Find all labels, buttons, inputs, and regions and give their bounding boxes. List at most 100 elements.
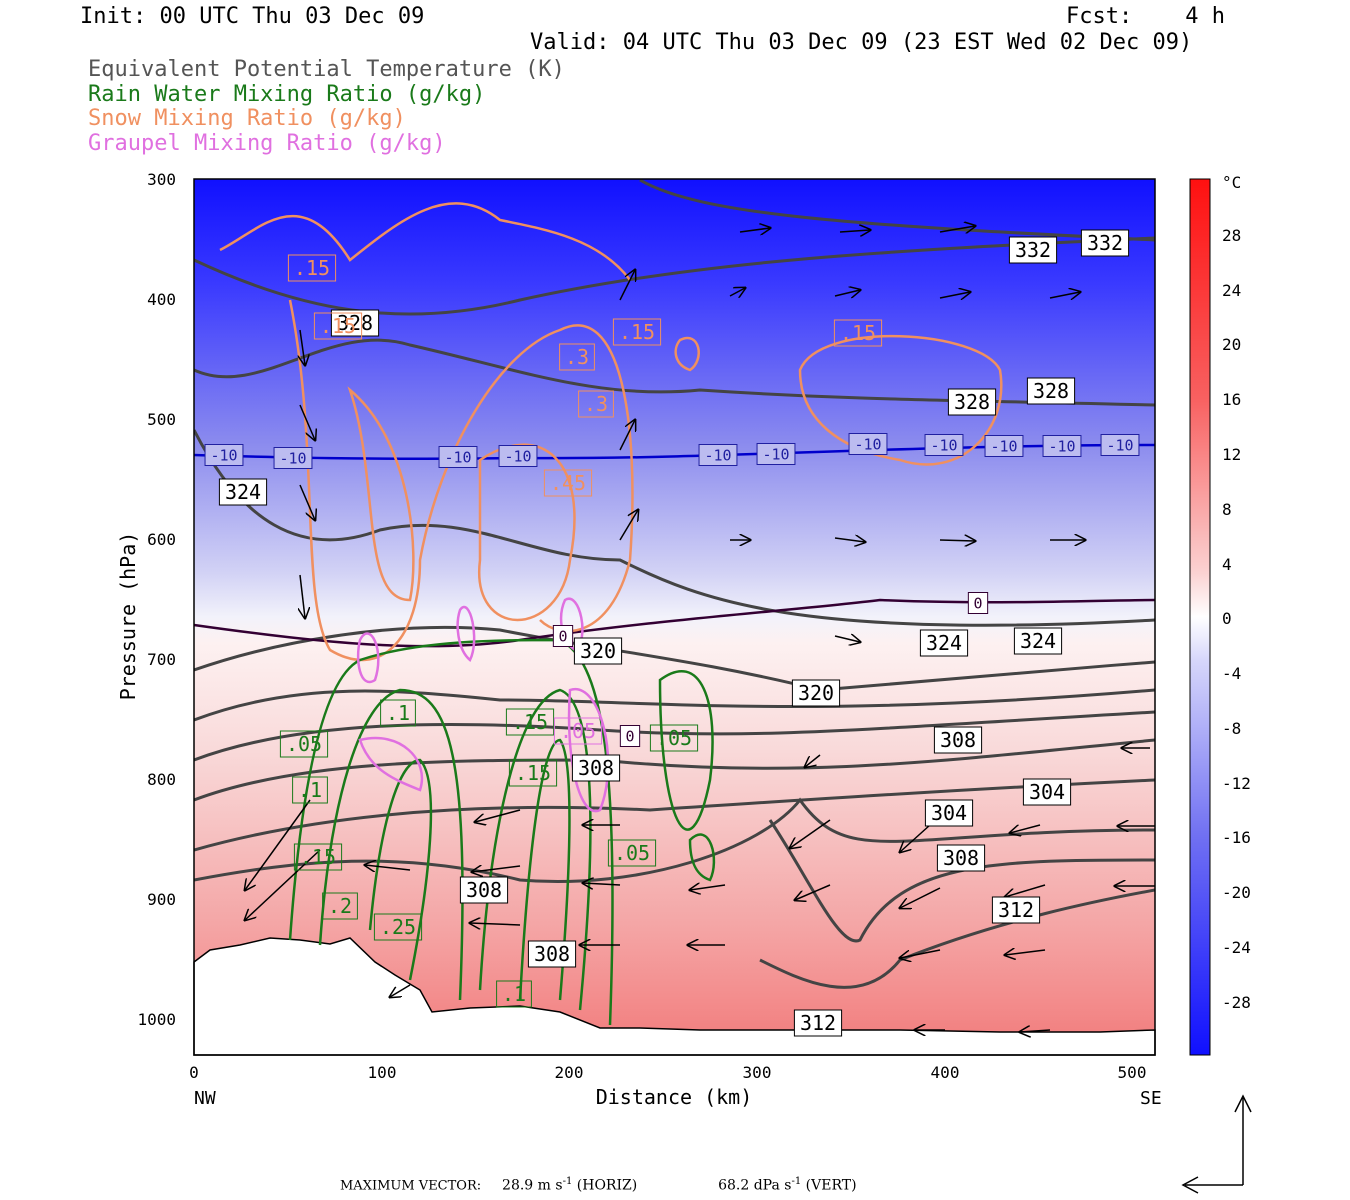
max-vector-vert-suffix: (VERT) <box>801 1177 857 1194</box>
cb-tick-20: 20 <box>1222 335 1241 354</box>
contour-label-iso: -10 <box>1042 435 1082 457</box>
cb-tick-12: 12 <box>1222 445 1241 464</box>
svg-text:328: 328 <box>954 390 990 414</box>
contour-label-snow: .45 <box>543 469 593 497</box>
svg-text:.45: .45 <box>550 471 586 495</box>
y-tick-800: 800 <box>147 770 176 789</box>
svg-text:320: 320 <box>580 639 616 663</box>
contour-label-theta: 324 <box>218 478 268 506</box>
svg-text:-10: -10 <box>444 448 471 466</box>
svg-text:324: 324 <box>926 631 962 655</box>
cb-tick-m28: -28 <box>1222 993 1251 1012</box>
y-tick-600: 600 <box>147 530 176 549</box>
svg-text:-10: -10 <box>1048 437 1075 455</box>
contour-label-theta: 320 <box>791 679 841 707</box>
x-tick-300: 300 <box>743 1063 772 1082</box>
svg-text:.1: .1 <box>298 778 322 802</box>
svg-text:.05: .05 <box>614 841 650 865</box>
svg-text:.05: .05 <box>656 726 692 750</box>
svg-text:.15: .15 <box>300 845 336 869</box>
x-end-se: SE <box>1140 1088 1162 1109</box>
y-tick-400: 400 <box>147 290 176 309</box>
cb-tick-8: 8 <box>1222 500 1232 519</box>
svg-text:304: 304 <box>1029 780 1065 804</box>
svg-text:328: 328 <box>1033 379 1069 403</box>
max-vector-vert-exp: -1 <box>791 1176 802 1187</box>
cb-tick-m20: -20 <box>1222 883 1251 902</box>
valid-time: Valid: 04 UTC Thu 03 Dec 09 (23 EST Wed … <box>530 30 1193 55</box>
svg-text:308: 308 <box>578 756 614 780</box>
contour-label-theta: 320 <box>573 637 623 665</box>
contour-label-rain: .1 <box>496 980 532 1008</box>
legend-graupel: Graupel Mixing Ratio (g/kg) <box>88 131 446 156</box>
contour-label-theta: 308 <box>459 876 509 904</box>
contour-label-theta: 324 <box>1013 627 1063 655</box>
max-vector-vert: 68.2 dPa s <box>718 1177 792 1194</box>
svg-text:.05: .05 <box>560 719 596 743</box>
svg-text:-10: -10 <box>210 446 237 464</box>
x-tick-500: 500 <box>1118 1063 1147 1082</box>
contour-label-theta: 304 <box>1022 778 1072 806</box>
forecast-hour: Fcst: 4 h <box>1066 4 1225 29</box>
contour-label-snow: .15 <box>287 254 337 282</box>
svg-text:.15: .15 <box>320 314 356 338</box>
cb-tick-4: 4 <box>1222 555 1232 574</box>
svg-text:308: 308 <box>466 878 502 902</box>
max-vector-horiz: 28.9 m s <box>502 1177 563 1194</box>
cb-tick-m4: -4 <box>1222 664 1241 683</box>
contour-label-theta: 312 <box>793 1009 843 1037</box>
x-axis: 0 100 200 300 400 500 NW SE Distance (km… <box>189 1063 1162 1109</box>
contour-label-snow: .3 <box>578 390 614 418</box>
theta-e-contours <box>194 179 1155 989</box>
contour-label-theta: 328 <box>330 309 380 337</box>
svg-text:308: 308 <box>940 728 976 752</box>
isotherm-0 <box>193 598 1156 648</box>
contour-label-rain: .05 <box>607 839 657 867</box>
x-end-nw: NW <box>194 1088 216 1109</box>
svg-text:-10: -10 <box>704 446 731 464</box>
svg-text:312: 312 <box>800 1011 836 1035</box>
svg-text:-10: -10 <box>930 436 957 454</box>
contour-label-theta: 328 <box>1026 377 1076 405</box>
cb-tick-0: 0 <box>1222 609 1232 628</box>
svg-text:.3: .3 <box>584 392 608 416</box>
init-time: Init: 00 UTC Thu 03 Dec 09 <box>80 4 425 29</box>
svg-text:324: 324 <box>225 480 261 504</box>
svg-text:308: 308 <box>943 846 979 870</box>
max-vector-note: MAXIMUM VECTOR: 28.9 m s -1 (HORIZ) 68.2 … <box>340 1176 857 1194</box>
contour-label-theta: 304 <box>924 799 974 827</box>
contour-label-theta: 332 <box>1008 236 1058 264</box>
contour-label-rain: .15 <box>508 759 558 787</box>
svg-text:332: 332 <box>1015 238 1051 262</box>
svg-text:.2: .2 <box>328 894 352 918</box>
contour-label-theta: 308 <box>527 940 577 968</box>
max-vector-prefix: MAXIMUM VECTOR: <box>340 1178 482 1194</box>
svg-text:-10: -10 <box>854 435 881 453</box>
contour-label-iso: -10 <box>698 444 738 466</box>
cb-tick-24: 24 <box>1222 281 1241 300</box>
max-vector-horiz-suffix: (HORIZ) <box>572 1177 638 1194</box>
contour-label-iso0: 0 <box>967 592 989 614</box>
contour-label-rain: .05 <box>649 724 699 752</box>
cb-tick-m16: -16 <box>1222 828 1251 847</box>
contour-label-grau: .05 <box>553 717 603 745</box>
contour-label-theta: 308 <box>933 726 983 754</box>
legend-snow: Snow Mixing Ratio (g/kg) <box>88 106 406 131</box>
contour-label-iso: -10 <box>1100 434 1140 456</box>
svg-text:.1: .1 <box>502 982 526 1006</box>
svg-text:-10: -10 <box>1106 436 1133 454</box>
colorbar-scale <box>1189 178 1211 1056</box>
contour-label-rain: .05 <box>279 730 329 758</box>
y-tick-700: 700 <box>147 650 176 669</box>
svg-text:0: 0 <box>558 627 567 645</box>
contour-label-theta: 308 <box>936 844 986 872</box>
contour-label-iso: -10 <box>848 433 888 455</box>
svg-text:0: 0 <box>973 594 982 612</box>
contour-label-rain: .15 <box>293 843 343 871</box>
svg-text:0: 0 <box>625 727 634 745</box>
contour-label-iso: -10 <box>924 434 964 456</box>
contour-label-iso: -10 <box>438 446 478 468</box>
legend-rain: Rain Water Mixing Ratio (g/kg) <box>88 82 486 107</box>
svg-text:.15: .15 <box>515 761 551 785</box>
